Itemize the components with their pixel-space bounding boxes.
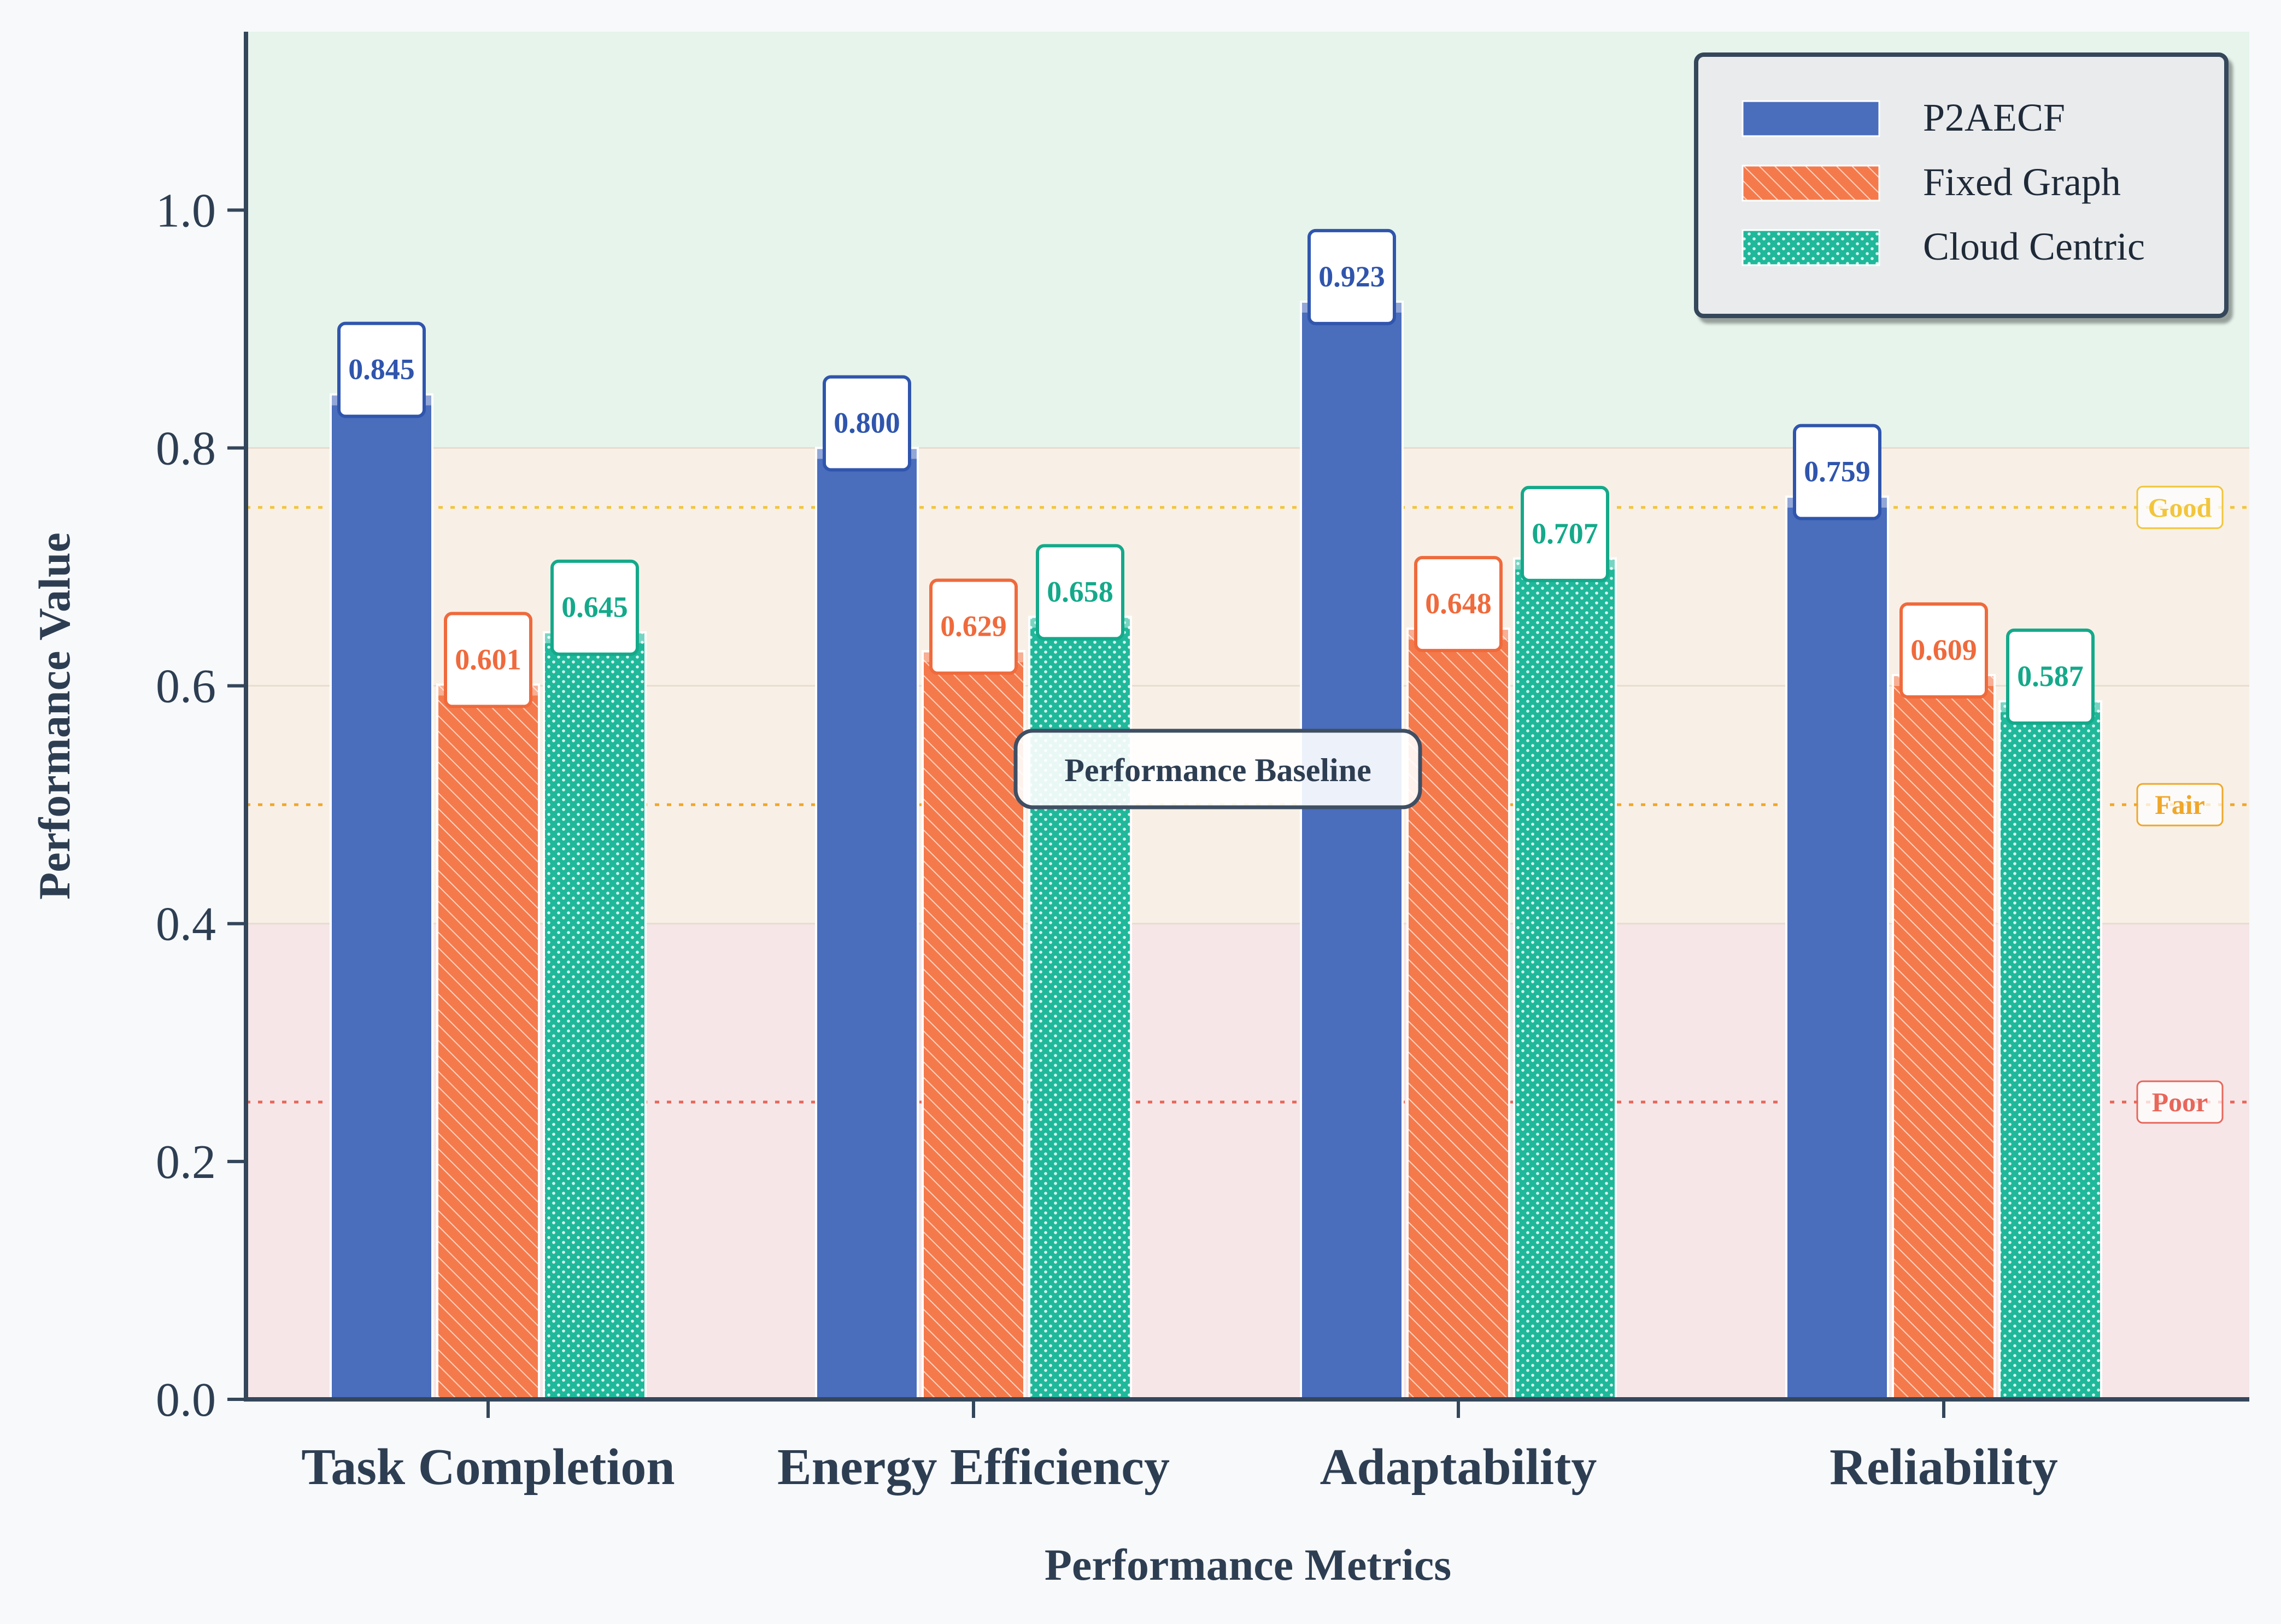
value-label-0-3: 0.759 <box>1804 455 1870 488</box>
bar-p2aecf-1 <box>815 447 919 1400</box>
value-label-box-0-2 <box>1307 228 1396 325</box>
value-label-box-2-0 <box>550 559 639 656</box>
value-label-0-1: 0.800 <box>834 406 900 439</box>
value-label-1-0: 0.601 <box>455 643 521 676</box>
value-label-box-2-1 <box>1036 544 1124 641</box>
legend-label-1: Fixed Graph <box>1923 160 2121 204</box>
legend-label-2: Cloud Centric <box>1923 225 2145 268</box>
bar-p2aecf-3 <box>1785 495 1889 1400</box>
x-tick-label-3: Reliability <box>1830 1439 2058 1496</box>
value-label-box-0-3 <box>1793 424 1881 520</box>
x-axis-title: Performance Metrics <box>1045 1540 1451 1590</box>
y-tick-label-3: 0.6 <box>156 660 216 713</box>
y-tick-label-4: 0.8 <box>156 422 216 475</box>
annotation-box <box>1013 729 1422 810</box>
value-label-box-1-1 <box>929 578 1018 675</box>
value-label-1-3: 0.609 <box>1910 634 1977 666</box>
value-label-2-0: 0.645 <box>561 591 628 624</box>
value-label-box-2-3 <box>2006 628 2095 725</box>
value-label-box-1-3 <box>1899 602 1988 699</box>
x-tick-label-1: Energy Efficiency <box>777 1439 1170 1496</box>
reference-label-box-good <box>2136 485 2224 529</box>
reference-label-box-fair <box>2136 783 2224 826</box>
bar-cloud-centric-3 <box>1998 700 2102 1400</box>
legend-swatch-2 <box>1741 229 1880 266</box>
y-tick-label-0: 0.0 <box>156 1374 216 1427</box>
value-label-box-2-2 <box>1521 485 1609 582</box>
value-label-2-1: 0.658 <box>1047 575 1113 608</box>
bar-fixed-graph-0 <box>436 683 540 1400</box>
value-label-2-2: 0.707 <box>1532 517 1598 550</box>
value-label-box-1-2 <box>1414 556 1503 653</box>
value-label-box-1-0 <box>444 612 532 708</box>
x-tick-label-0: Task Completion <box>301 1439 675 1496</box>
y-tick-label-2: 0.4 <box>156 898 216 951</box>
bar-fixed-graph-3 <box>1892 674 1996 1400</box>
value-label-box-0-0 <box>337 321 426 418</box>
y-tick-label-1: 0.2 <box>156 1136 216 1189</box>
value-label-0-0: 0.845 <box>348 353 415 386</box>
bar-fixed-graph-2 <box>1406 628 1510 1400</box>
legend-label-0: P2AECF <box>1923 96 2065 139</box>
y-axis-title: Performance Value <box>30 532 79 900</box>
reference-label-poor: Poor <box>2152 1087 2208 1117</box>
x-tick-label-2: Adaptability <box>1320 1439 1597 1496</box>
bar-cloud-centric-0 <box>543 631 647 1400</box>
annotation-text: Performance Baseline <box>1064 752 1371 788</box>
bar-p2aecf-0 <box>330 393 433 1401</box>
legend-swatch-1 <box>1741 165 1880 202</box>
reference-label-fair: Fair <box>2155 789 2205 820</box>
value-label-2-3: 0.587 <box>2017 660 2084 693</box>
reference-label-box-poor <box>2136 1080 2224 1124</box>
value-label-1-2: 0.648 <box>1425 587 1492 620</box>
value-label-1-1: 0.629 <box>940 610 1007 643</box>
bar-p2aecf-2 <box>1300 300 1404 1400</box>
value-label-box-0-1 <box>823 375 911 472</box>
bar-fixed-graph-1 <box>922 650 1025 1400</box>
bar-cloud-centric-2 <box>1513 557 1617 1400</box>
value-label-0-2: 0.923 <box>1318 260 1385 293</box>
legend-swatch-0 <box>1741 100 1880 137</box>
reference-label-good: Good <box>2148 492 2212 523</box>
y-tick-label-5: 1.0 <box>156 184 216 237</box>
